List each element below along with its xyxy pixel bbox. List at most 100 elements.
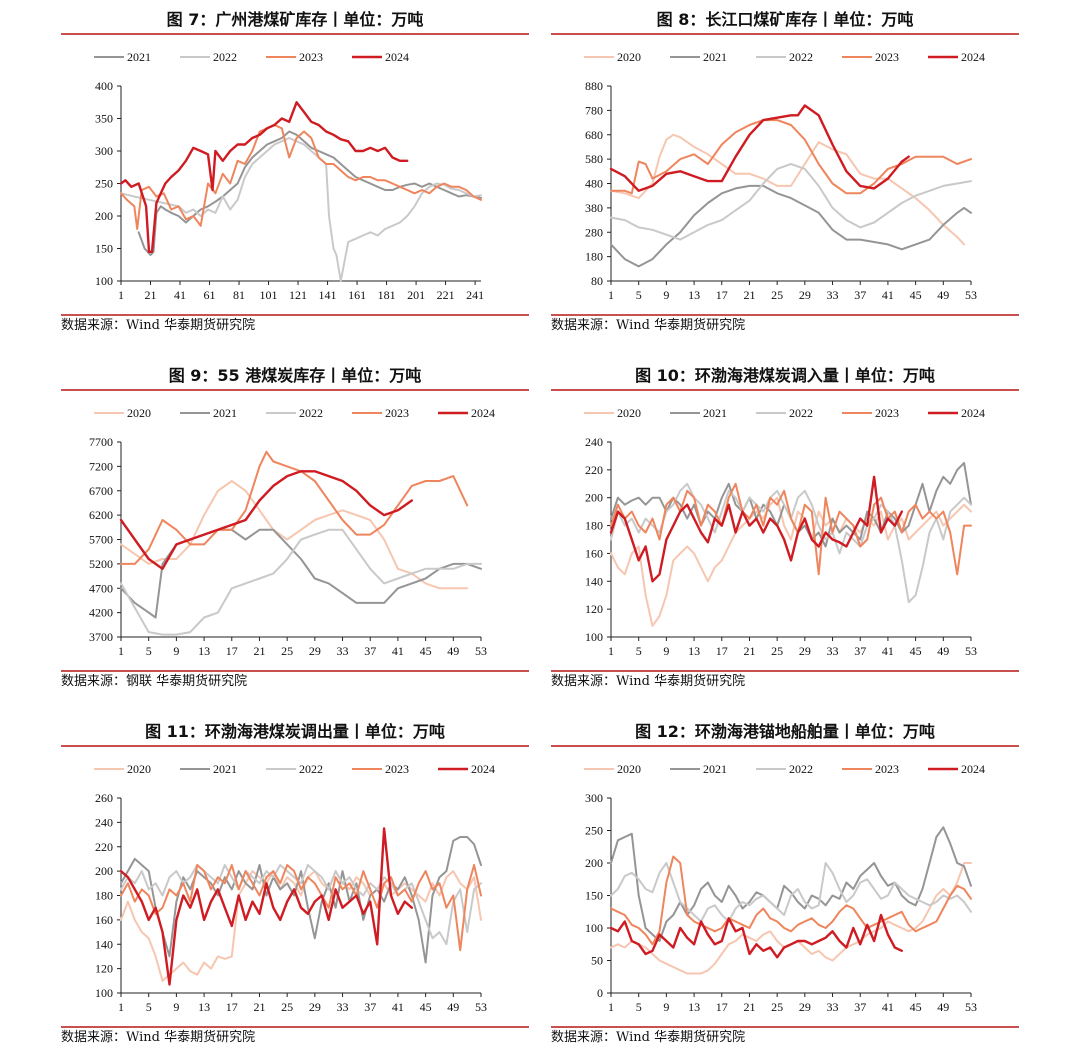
series-line-2021 [610,461,972,548]
line-chart: 2020 2021 2022 2023 2024 100 120 140 160 180 200 22… [584,406,985,658]
line-chart: 2020 2021 2022 2023 2024 100 120 140 160 180 200 22… [94,762,495,1014]
legend-label-2022: 2022 [299,406,323,420]
y-tick-label: 250 [585,824,603,838]
x-tick-label: 49 [937,288,949,302]
chart-panel-bohai-anchorage-ships: 图 12：环渤海港锚地船舶量丨单位：万吨 2020 2021 2022 2023 202… [551,718,1019,1058]
legend-label-2022: 2022 [789,762,813,776]
title-rule [61,745,529,747]
x-tick-label: 5 [146,1000,152,1014]
x-tick-label: 5 [636,1000,642,1014]
legend-label-2022: 2022 [213,50,237,64]
y-tick-label: 100 [95,274,113,288]
legend-label-2020: 2020 [617,406,641,420]
legend-label-2024: 2024 [471,406,495,420]
y-tick-label: 3700 [89,630,113,644]
x-tick-label: 45 [910,644,922,658]
x-tick-label: 221 [437,288,455,302]
series-line-2024 [119,101,409,254]
y-tick-label: 160 [585,546,603,560]
x-tick-label: 17 [716,288,728,302]
x-tick-label: 49 [447,644,459,658]
title-rule [551,33,1019,35]
x-tick-label: 33 [337,1000,349,1014]
x-tick-label: 49 [937,1000,949,1014]
x-tick-label: 17 [716,1000,728,1014]
y-tick-label: 300 [585,791,603,805]
x-tick-label: 45 [910,288,922,302]
y-tick-label: 250 [95,177,113,191]
x-tick-label: 41 [174,288,186,302]
y-tick-label: 200 [585,491,603,505]
x-tick-label: 101 [260,288,278,302]
series-line-2021 [610,184,972,268]
legend-label-2022: 2022 [789,406,813,420]
chart-title: 图 10：环渤海港煤炭调入量丨单位：万吨 [635,366,935,385]
legend-label-2022: 2022 [299,762,323,776]
x-tick-label: 25 [771,1000,783,1014]
series-line-2023 [120,450,469,565]
x-tick-label: 21 [253,1000,265,1014]
chart-source: 数据来源：Wind 华泰期货研究院 [61,1030,256,1045]
line-chart: 2020 2021 2022 2023 2024 0 50 100 150 200 250 300 1 5… [584,762,985,1014]
series-line-2023 [610,855,972,946]
series-line-2022 [610,163,972,241]
x-tick-label: 9 [663,644,669,658]
legend-label-2024: 2024 [961,406,985,420]
series-line-2024 [609,475,903,583]
y-tick-label: 220 [585,463,603,477]
x-tick-label: 53 [965,1000,977,1014]
y-tick-label: 80 [591,274,603,288]
x-tick-label: 45 [420,1000,432,1014]
series-line-2020 [120,870,482,982]
x-tick-label: 33 [827,1000,839,1014]
y-tick-label: 7700 [89,435,113,449]
x-tick-label: 13 [688,288,700,302]
x-tick-label: 45 [420,644,432,658]
legend-label-2023: 2023 [385,406,409,420]
source-rule [551,670,1019,672]
series-line-2020 [120,480,469,590]
series-line-2023 [120,124,482,230]
x-tick-label: 201 [407,288,425,302]
series-line-2022 [120,528,482,636]
x-tick-label: 1 [118,644,124,658]
series-line-2020 [610,496,972,627]
legend-label-2020: 2020 [617,762,641,776]
x-tick-label: 33 [337,644,349,658]
x-tick-label: 181 [378,288,396,302]
chart-panel-yangtze-port-inventory: 图 8：长江口煤矿库存丨单位：万吨 2020 2021 2022 2023 2024 80… [551,6,1019,346]
legend-label-2024: 2024 [471,762,495,776]
y-tick-label: 160 [95,913,113,927]
series-line-2020 [610,862,972,975]
x-tick-label: 37 [854,1000,866,1014]
y-tick-label: 120 [585,602,603,616]
legend-label-2023: 2023 [875,762,899,776]
x-tick-label: 37 [364,1000,376,1014]
legend-label-2021: 2021 [213,406,237,420]
x-tick-label: 21 [743,288,755,302]
y-tick-label: 480 [585,177,603,191]
legend-label-2023: 2023 [875,406,899,420]
x-tick-label: 5 [146,644,152,658]
y-tick-label: 0 [597,986,603,1000]
x-tick-label: 53 [475,644,487,658]
series-line-2022 [610,862,972,923]
x-tick-label: 25 [281,644,293,658]
legend-label-2021: 2021 [213,762,237,776]
x-tick-label: 1 [608,644,614,658]
x-tick-label: 53 [965,644,977,658]
x-tick-label: 9 [663,288,669,302]
y-tick-label: 200 [585,856,603,870]
x-tick-label: 37 [854,644,866,658]
x-tick-label: 1 [608,288,614,302]
y-tick-label: 180 [585,250,603,264]
x-tick-label: 13 [688,1000,700,1014]
chart-source: 数据来源：Wind 华泰期货研究院 [551,318,746,333]
x-tick-label: 17 [716,644,728,658]
x-tick-label: 13 [688,644,700,658]
x-tick-label: 21 [253,644,265,658]
chart-title: 图 7：广州港煤矿库存丨单位：万吨 [166,10,424,29]
x-tick-label: 81 [233,288,245,302]
x-tick-label: 49 [937,644,949,658]
legend-label-2020: 2020 [127,762,151,776]
